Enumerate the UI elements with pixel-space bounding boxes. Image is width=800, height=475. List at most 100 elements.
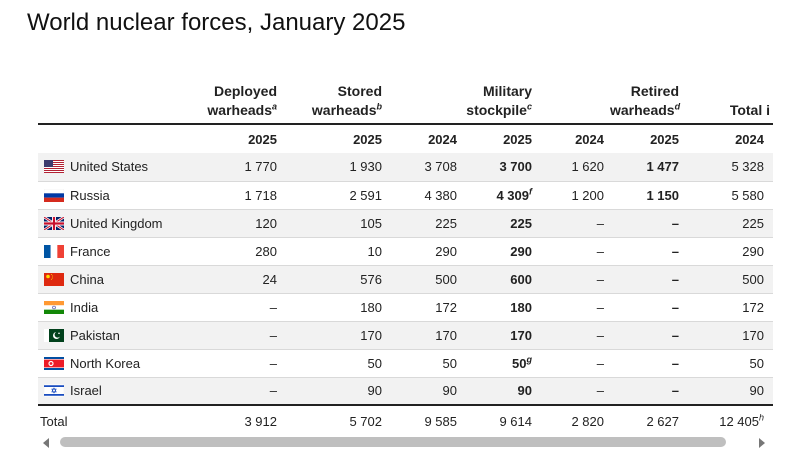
table-row: France 280 10 290 290 – – 290 [38,237,773,265]
arrow-left-icon[interactable] [43,438,49,448]
cell-deployed-2025: – [269,299,277,315]
table-row: United Kingdom 120 105 225 225 – – 225 [38,209,773,237]
cell-total-2024: 5 580 [731,187,764,203]
cell-stored-2025: 50 [367,355,382,371]
group-header-row: Deployed warheadsa Stored warheadsb Milita… [38,70,773,124]
cell-retired-2024: – [596,299,604,315]
country-name: North Korea [70,355,141,371]
total-retired-2025: 2 627 [646,414,679,429]
total-total-2024: 12 405h [719,412,764,429]
cell-total-2024: 225 [742,215,764,231]
country-name: Israel [70,383,102,399]
cell-military-2025: 180 [510,299,532,315]
cell-military-2025: 225 [510,215,532,231]
year-header: 2024 [685,123,770,153]
total-military-2025: 9 614 [499,414,532,429]
cell-retired-2025: – [671,355,679,371]
cell-total-2024: 170 [742,327,764,343]
cell-total-2024: 50 [749,355,764,371]
pakistan-flag-icon [44,328,64,342]
year-header: 2025 [463,123,538,153]
table-row: North Korea – 50 50 50g – – 50 [38,349,773,377]
year-header: 2025 [610,123,685,153]
horizontal-scrollbar[interactable] [40,436,768,450]
country-cell: France [38,237,198,265]
us-flag-icon [44,160,64,174]
cell-retired-2024: 1 200 [571,187,604,203]
total-stored-2025: 5 702 [349,414,382,429]
cell-military-2025: 3 700 [499,159,532,175]
total-header: Total i [729,102,770,118]
cell-retired-2024: – [596,243,604,259]
cell-military-2024: 3 708 [424,159,457,175]
stored-header: Stored warheadsb [311,83,382,118]
cell-stored-2025: 90 [367,383,382,399]
country-name: France [70,243,111,259]
cell-total-2024: 5 328 [731,159,764,175]
nuclear-forces-table: Deployed warheadsa Stored warheadsb Milita… [38,70,773,437]
total-deployed-2025: 3 912 [244,414,277,429]
arrow-right-icon[interactable] [759,438,765,448]
cell-stored-2025: 180 [360,299,382,315]
footnote-marker: f [529,186,532,197]
country-name: Pakistan [70,327,120,343]
cell-military-2024: 225 [435,215,457,231]
cell-deployed-2025: – [269,327,277,343]
north-korea-flag-icon [44,356,64,370]
scrollbar-thumb[interactable] [60,437,726,447]
russia-flag-icon [43,188,65,202]
table-row: Israel – 90 90 90 – – 90 [38,377,773,405]
cell-stored-2025: 2 591 [349,187,382,203]
total-retired-2024: 2 820 [571,414,604,429]
table-row: India – 180 172 180 – – 172 [38,293,773,321]
china-flag-icon [44,272,64,286]
cell-total-2024: 290 [742,243,764,259]
country-name: United States [70,159,149,175]
page-title: World nuclear forces, January 2025 [27,9,406,36]
cell-deployed-2025: – [269,355,277,371]
retired-header: Retired warheadsd [610,83,681,118]
total-label: Total [40,414,68,429]
country-name: India [70,299,99,315]
india-flag-icon [44,300,64,314]
country-cell: China [38,265,198,293]
cell-stored-2025: 105 [360,215,382,231]
cell-military-2024: 4 380 [424,187,457,203]
year-header: 2024 [388,123,463,153]
cell-retired-2024: 1 620 [571,159,604,175]
total-military-2024: 9 585 [424,414,457,429]
table-row: Russia 1 718 2 591 4 380 4 309f 1 200 1 150 5 5… [38,181,773,209]
cell-military-2025: 90 [517,383,532,399]
france-flag-icon [44,244,64,258]
year-header: 2024 [538,123,610,153]
cell-military-2024: 50 [442,355,457,371]
year-header: 2025 [283,123,388,153]
cell-military-2024: 290 [435,243,457,259]
cell-stored-2025: 10 [367,243,382,259]
cell-deployed-2025: 24 [262,271,277,287]
cell-retired-2024: – [596,327,604,343]
year-header: 2025 [198,123,283,153]
total-row: Total 3 912 5 702 9 585 9 614 2 820 2 627 12 40… [38,405,773,437]
country-name: United Kingdom [70,215,163,231]
cell-retired-2024: – [596,271,604,287]
cell-military-2025: 290 [510,243,532,259]
country-cell: Russia [38,181,198,209]
country-cell: Israel [38,377,198,405]
country-cell: United Kingdom [38,209,198,237]
cell-military-2025: 600 [510,271,532,287]
table-row: China 24 576 500 600 – – 500 [38,265,773,293]
cell-retired-2025: – [671,327,679,343]
cell-deployed-2025: – [269,383,277,399]
year-header-row: 2025 2025 2024 2025 2024 2025 2024 [38,123,773,153]
cell-military-2024: 90 [442,383,457,399]
table-row: Pakistan – 170 170 170 – – 170 [38,321,773,349]
cell-military-2024: 170 [435,327,457,343]
cell-military-2024: 172 [435,299,457,315]
cell-retired-2024: – [596,355,604,371]
cell-retired-2025: – [671,299,679,315]
cell-retired-2025: – [671,215,679,231]
deployed-header: Deployed warheadsa [207,83,277,118]
cell-military-2025: 50g [512,354,532,371]
cell-total-2024: 500 [742,271,764,287]
